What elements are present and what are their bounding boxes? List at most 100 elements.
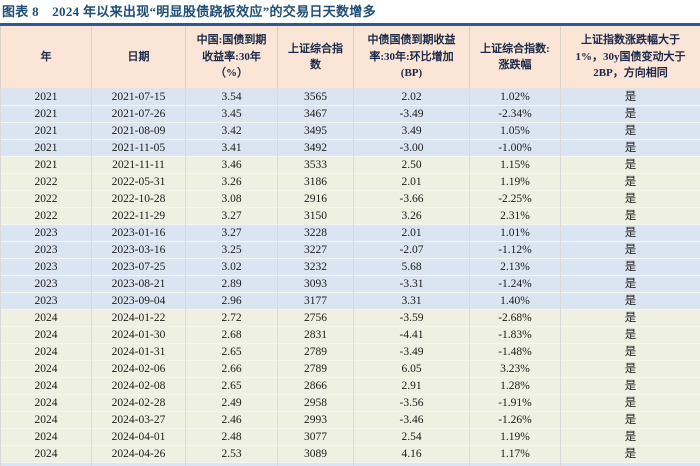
cell-sse-change-pct: 2.13%	[469, 258, 561, 276]
header-date: 日期	[91, 26, 186, 89]
cell-treasury-yield-30y: 3.46	[185, 156, 278, 174]
cell-sse-index: 3150	[277, 207, 354, 225]
cell-date: 2021-11-11	[91, 156, 186, 174]
cell-treasury-yield-30y: 2.68	[185, 326, 278, 344]
header-row: 年 日期 中国:国债到期 收益率:30年 （%） 上证综合指 数 中债国债到期收…	[0, 26, 700, 89]
cell-same-direction: 是	[560, 258, 700, 276]
header-year: 年	[0, 26, 92, 89]
cell-date: 2021-11-05	[91, 139, 186, 157]
cell-yield-change-bp: -3.46	[353, 411, 470, 429]
cell-same-direction: 是	[560, 326, 700, 344]
cell-same-direction: 是	[560, 224, 700, 242]
cell-sse-change-pct: -1.24%	[469, 275, 561, 293]
table-header: 年 日期 中国:国债到期 收益率:30年 （%） 上证综合指 数 中债国债到期收…	[0, 26, 700, 89]
title-divider-line	[0, 23, 700, 26]
cell-year: 2022	[0, 207, 92, 225]
cell-treasury-yield-30y: 3.26	[185, 173, 278, 191]
table-row: 2022 2022-11-29 3.27 3150 3.26 2.31% 是	[0, 207, 700, 225]
cell-yield-change-bp: 2.91	[353, 377, 470, 395]
cell-sse-index: 3533	[277, 156, 354, 174]
cell-yield-change-bp: 2.54	[353, 428, 470, 446]
header-same-direction: 上证指数涨跌幅大于 1%，30y国债变动大于 2BP，方向相同	[560, 26, 700, 89]
cell-treasury-yield-30y: 2.89	[185, 275, 278, 293]
cell-same-direction: 是	[560, 394, 700, 412]
cell-same-direction: 是	[560, 156, 700, 174]
cell-yield-change-bp: 2.01	[353, 224, 470, 242]
cell-yield-change-bp: -3.59	[353, 309, 470, 327]
cell-year: 2021	[0, 156, 92, 174]
cell-year: 2024	[0, 394, 92, 412]
cell-sse-index: 2789	[277, 360, 354, 378]
cell-yield-change-bp: -3.49	[353, 343, 470, 361]
cell-date: 2024-03-27	[91, 411, 186, 429]
cell-year: 2024	[0, 326, 92, 344]
partial-clipped-row	[0, 462, 700, 466]
cell-date: 2023-01-16	[91, 224, 186, 242]
cell-treasury-yield-30y: 3.45	[185, 105, 278, 123]
cell-yield-change-bp: 3.49	[353, 122, 470, 140]
cell-sse-index: 2958	[277, 394, 354, 412]
cell-sse-index: 3177	[277, 292, 354, 310]
cell-date: 2022-10-28	[91, 190, 186, 208]
cell-year: 2024	[0, 445, 92, 463]
table-row: 2022 2022-10-28 3.08 2916 -3.66 -2.25% 是	[0, 190, 700, 208]
cell-yield-change-bp	[353, 462, 470, 466]
stock-bond-seesaw-table: 年 日期 中国:国债到期 收益率:30年 （%） 上证综合指 数 中债国债到期收…	[0, 26, 700, 466]
cell-sse-change-pct: 1.01%	[469, 224, 561, 242]
cell-yield-change-bp: 2.02	[353, 88, 470, 106]
cell-yield-change-bp: -3.49	[353, 105, 470, 123]
cell-date: 2023-09-04	[91, 292, 186, 310]
cell-same-direction: 是	[560, 105, 700, 123]
header-treasury-yield-30y: 中国:国债到期 收益率:30年 （%）	[185, 26, 278, 89]
cell-same-direction: 是	[560, 207, 700, 225]
cell-yield-change-bp: -3.66	[353, 190, 470, 208]
table-row: 2024 2024-01-30 2.68 2831 -4.41 -1.83% 是	[0, 326, 700, 344]
cell-yield-change-bp: 2.01	[353, 173, 470, 191]
cell-yield-change-bp: 3.31	[353, 292, 470, 310]
cell-same-direction: 是	[560, 173, 700, 191]
cell-treasury-yield-30y: 3.41	[185, 139, 278, 157]
cell-treasury-yield-30y: 2.72	[185, 309, 278, 327]
header-sse-change-pct: 上证综合指数: 涨跌幅	[469, 26, 561, 89]
cell-sse-change-pct: -2.68%	[469, 309, 561, 327]
header-sse-index: 上证综合指 数	[277, 26, 354, 89]
cell-same-direction: 是	[560, 88, 700, 106]
cell-treasury-yield-30y: 2.49	[185, 394, 278, 412]
cell-same-direction	[560, 462, 700, 466]
cell-sse-index: 3492	[277, 139, 354, 157]
cell-year: 2023	[0, 224, 92, 242]
cell-date: 2023-03-16	[91, 241, 186, 259]
cell-date: 2024-01-22	[91, 309, 186, 327]
cell-sse-index: 2993	[277, 411, 354, 429]
cell-treasury-yield-30y: 2.46	[185, 411, 278, 429]
cell-date: 2024-04-26	[91, 445, 186, 463]
cell-same-direction: 是	[560, 411, 700, 429]
cell-sse-change-pct: -1.91%	[469, 394, 561, 412]
cell-same-direction: 是	[560, 190, 700, 208]
cell-sse-change-pct: 1.28%	[469, 377, 561, 395]
cell-sse-change-pct: -1.26%	[469, 411, 561, 429]
cell-sse-change-pct: -1.12%	[469, 241, 561, 259]
cell-year: 2024	[0, 360, 92, 378]
cell-yield-change-bp: -4.41	[353, 326, 470, 344]
cell-sse-change-pct: 3.23%	[469, 360, 561, 378]
cell-sse-index: 3228	[277, 224, 354, 242]
cell-sse-change-pct: -1.00%	[469, 139, 561, 157]
table-row: 2023 2023-08-21 2.89 3093 -3.31 -1.24% 是	[0, 275, 700, 293]
cell-same-direction: 是	[560, 139, 700, 157]
table-body: 2021 2021-07-15 3.54 3565 2.02 1.02% 是 2…	[0, 88, 700, 466]
cell-sse-change-pct: 1.19%	[469, 428, 561, 446]
cell-treasury-yield-30y: 3.54	[185, 88, 278, 106]
cell-date: 2024-02-08	[91, 377, 186, 395]
cell-yield-change-bp: -3.31	[353, 275, 470, 293]
cell-yield-change-bp: 6.05	[353, 360, 470, 378]
table-row: 2023 2023-03-16 3.25 3227 -2.07 -1.12% 是	[0, 241, 700, 259]
cell-date: 2024-01-31	[91, 343, 186, 361]
table-row: 2021 2021-08-09 3.42 3495 3.49 1.05% 是	[0, 122, 700, 140]
table-row: 2022 2022-05-31 3.26 3186 2.01 1.19% 是	[0, 173, 700, 191]
table-row: 2024 2024-02-08 2.65 2866 2.91 1.28% 是	[0, 377, 700, 395]
table-row: 2023 2023-09-04 2.96 3177 3.31 1.40% 是	[0, 292, 700, 310]
cell-sse-change-pct: -2.25%	[469, 190, 561, 208]
cell-sse-index: 3227	[277, 241, 354, 259]
cell-year	[0, 462, 92, 466]
